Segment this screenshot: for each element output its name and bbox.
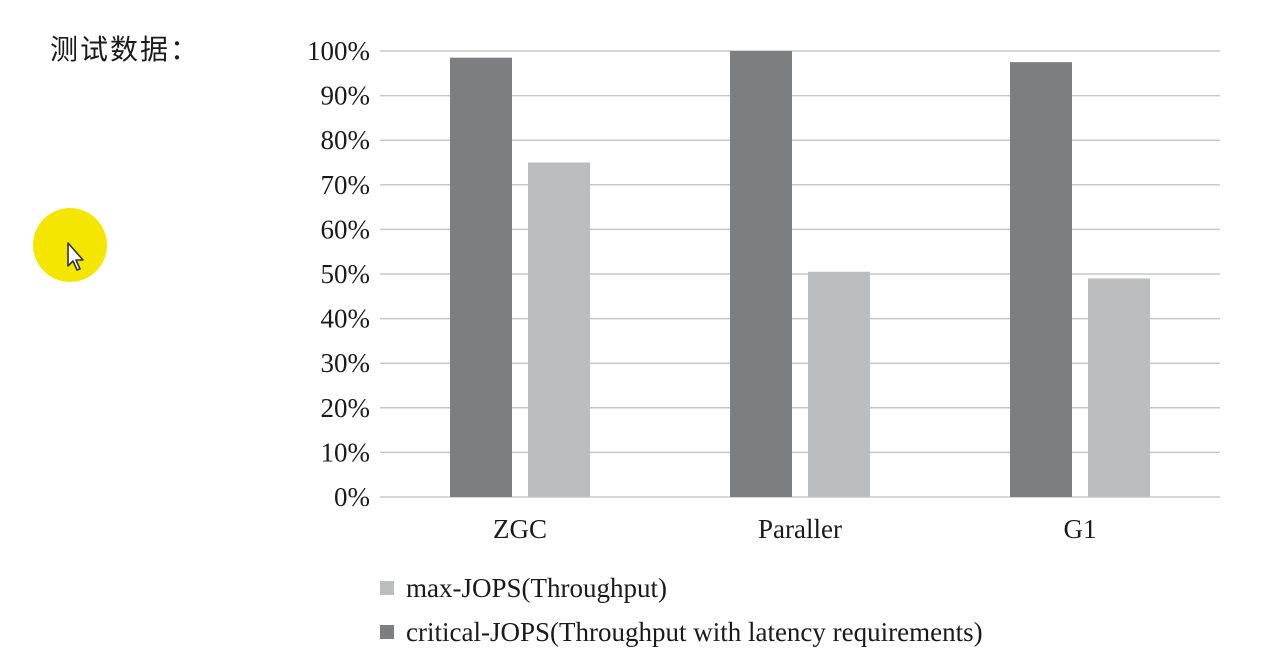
y-tick-label: 10% — [321, 437, 371, 467]
y-tick-label: 40% — [321, 304, 371, 334]
page-heading: 测试数据： — [50, 33, 201, 66]
legend-swatch-max — [380, 581, 394, 595]
x-tick-label: Paraller — [758, 514, 842, 544]
bar-zgc-series-0 — [450, 57, 512, 497]
bar-paraller-series-1 — [808, 271, 870, 497]
y-tick-label: 30% — [321, 348, 371, 378]
legend-label-critical: critical-JOPS(Throughput with latency re… — [406, 616, 983, 647]
y-tick-label: 90% — [321, 81, 371, 111]
bar-paraller-series-0 — [730, 51, 792, 497]
x-tick-label: ZGC — [493, 514, 547, 544]
legend-item-max: max-JOPS(Throughput) — [380, 566, 983, 610]
chart-legend: max-JOPS(Throughput) critical-JOPS(Throu… — [380, 566, 983, 654]
legend-swatch-critical — [380, 625, 394, 639]
x-tick-label: G1 — [1064, 514, 1097, 544]
mouse-pointer-icon — [67, 242, 84, 271]
y-tick-label: 80% — [321, 125, 371, 155]
y-tick-label: 100% — [307, 36, 370, 66]
y-tick-label: 60% — [321, 214, 371, 244]
y-tick-label: 20% — [321, 393, 371, 423]
bar-g1-series-1 — [1088, 278, 1150, 497]
bar-g1-series-0 — [1010, 62, 1072, 498]
legend-label-max: max-JOPS(Throughput) — [406, 572, 667, 603]
bar-zgc-series-1 — [528, 162, 590, 497]
legend-item-critical: critical-JOPS(Throughput with latency re… — [380, 610, 983, 654]
y-tick-label: 0% — [334, 482, 370, 512]
y-tick-label: 50% — [321, 259, 371, 289]
cursor-highlight — [33, 208, 107, 282]
y-tick-label: 70% — [321, 170, 371, 200]
